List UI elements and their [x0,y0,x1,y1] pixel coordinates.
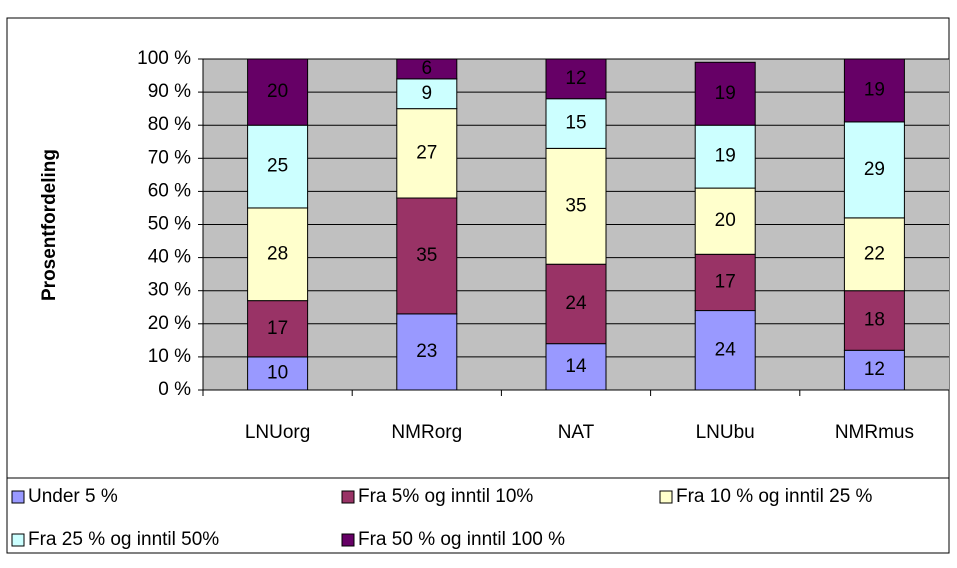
legend-label: Fra 10 % og inntil 25 % [676,486,873,507]
y-tick-label: 90 % [148,81,191,102]
bar-segment [247,58,309,126]
data-label: 9 [422,83,433,104]
y-tick-label: 60 % [148,180,191,201]
data-label: 14 [565,356,587,377]
legend-label: Fra 50 % og inntil 100 % [358,529,565,550]
data-label: 22 [864,243,885,264]
data-label: 19 [715,146,736,167]
bar-segment [247,207,309,302]
data-label: 19 [864,79,885,100]
bar-segment [396,58,458,80]
bar-segment [694,187,756,255]
data-label: 6 [422,58,433,79]
y-tick-label: 40 % [148,247,191,268]
bar-segment [843,217,905,292]
data-label: 12 [565,68,586,89]
data-label: 27 [416,142,437,163]
bar-segment [247,124,309,209]
bar-segment [247,356,309,391]
data-label: 17 [715,271,736,292]
y-tick-label: 10 % [148,346,191,367]
data-label: 17 [267,318,288,339]
y-tick-label: 70 % [148,147,191,168]
bar-segment [843,349,905,391]
bar-segment [843,290,905,351]
bar-segment [694,124,756,189]
legend-swatch [11,533,25,547]
bar-segment [843,58,905,123]
legend-label: Fra 5% og inntil 10% [358,486,533,507]
bar-segment [694,253,756,312]
data-label: 12 [864,359,885,380]
data-label: 25 [267,156,288,177]
data-label: 28 [267,243,288,264]
y-tick-label: 100 % [137,48,191,69]
data-label: 29 [864,159,885,180]
y-axis-label: Prosentfordeling [39,149,60,301]
data-label: 19 [715,83,736,104]
legend-swatch [341,490,355,504]
legend-swatch [11,490,25,504]
y-tick-label: 80 % [148,114,191,135]
bar-segment [247,300,309,358]
legend-label: Under 5 % [28,486,118,507]
data-label: 15 [565,113,586,134]
bar-segment [545,263,607,345]
bar-segment [396,313,458,391]
y-tick-label: 30 % [148,280,191,301]
data-label: 24 [715,339,737,360]
x-tick-label: NAT [558,422,595,443]
bar-segment [843,121,905,219]
bar-segment [545,147,607,265]
data-label: 20 [267,81,288,102]
x-tick-label: NMRmus [835,422,914,443]
y-tick-label: 0 % [158,379,191,400]
legend-label: Fra 25 % og inntil 50% [28,529,219,550]
data-label: 23 [416,341,437,362]
x-tick-label: LNUbu [696,422,755,443]
bar-segment [694,61,756,126]
bar-segment [694,310,756,391]
legend-swatch [341,533,355,547]
y-tick-label: 20 % [148,313,191,334]
bar-segment [545,58,607,100]
x-tick-label: LNUorg [245,422,310,443]
data-label: 20 [715,210,736,231]
legend-swatch [659,490,673,504]
data-label: 18 [864,310,885,331]
x-tick-label: NMRorg [391,422,462,443]
data-label: 35 [416,245,437,266]
data-label: 10 [267,362,288,383]
bar-segment [545,98,607,149]
data-label: 35 [565,195,586,216]
y-tick-label: 50 % [148,214,191,235]
data-label: 24 [565,293,587,314]
